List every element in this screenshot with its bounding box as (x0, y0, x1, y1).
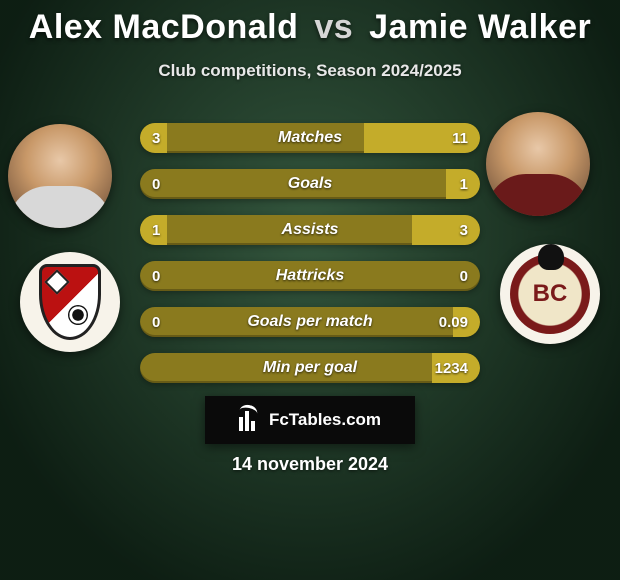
player2-avatar (486, 112, 590, 216)
stat-row: 1234Min per goal (140, 353, 480, 383)
date-label: 14 november 2024 (0, 454, 620, 475)
stat-label: Min per goal (140, 353, 480, 383)
brand-icon (239, 409, 261, 431)
vs-label: vs (308, 8, 359, 46)
player1-avatar (8, 124, 112, 228)
stat-label: Goals (140, 169, 480, 199)
comparison-card: Alex MacDonald vs Jamie Walker Club comp… (0, 0, 620, 580)
player1-name: Alex MacDonald (29, 8, 299, 46)
brand-text: FcTables.com (269, 410, 381, 430)
stat-row: 13Assists (140, 215, 480, 245)
player2-name: Jamie Walker (369, 8, 591, 46)
player2-club-crest: BC (500, 244, 600, 344)
title: Alex MacDonald vs Jamie Walker (0, 0, 620, 47)
stat-label: Matches (140, 123, 480, 153)
stat-row: 00.09Goals per match (140, 307, 480, 337)
stat-label: Assists (140, 215, 480, 245)
stat-row: 00Hattricks (140, 261, 480, 291)
stat-label: Hattricks (140, 261, 480, 291)
player1-club-crest (20, 252, 120, 352)
brand-badge: FcTables.com (205, 396, 415, 444)
subtitle: Club competitions, Season 2024/2025 (0, 61, 620, 81)
stat-label: Goals per match (140, 307, 480, 337)
stat-row: 311Matches (140, 123, 480, 153)
stat-bars: 311Matches 01Goals 13Assists 00Hattricks 00.… (140, 123, 480, 399)
stat-row: 01Goals (140, 169, 480, 199)
